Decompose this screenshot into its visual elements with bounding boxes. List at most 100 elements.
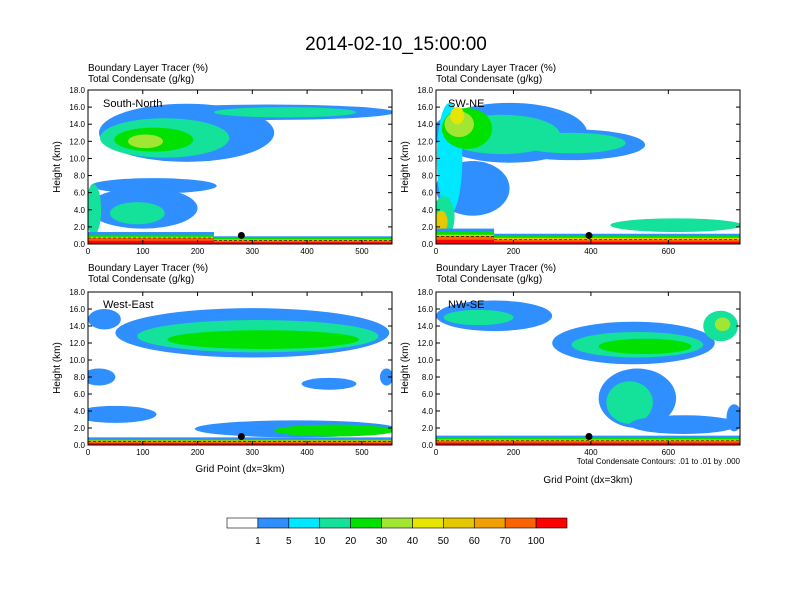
y-tick-label: 10.0 — [69, 356, 85, 365]
panel-header-condensate: Total Condensate (g/kg) — [88, 274, 194, 285]
tracer-region — [606, 381, 653, 424]
y-tick-label: 16.0 — [417, 103, 433, 112]
y-axis-label: Height (km) — [400, 141, 411, 193]
y-tick-label: 2.0 — [422, 223, 434, 232]
colorbar-label: 10 — [314, 536, 326, 547]
y-tick-label: 18.0 — [69, 86, 85, 95]
x-tick-label: 200 — [191, 247, 205, 256]
x-tick-label: 400 — [584, 448, 598, 457]
colorbar: 1 5 10 20 30 40 50 60 70 100 — [226, 517, 568, 547]
x-tick-label: 200 — [191, 448, 205, 457]
x-tick-label: 100 — [136, 448, 150, 457]
y-tick-label: 16.0 — [69, 103, 85, 112]
colorbar-label: 20 — [345, 536, 357, 547]
colorbar-swatch — [257, 517, 290, 529]
x-tick-label: 400 — [300, 448, 314, 457]
y-tick-label: 14.0 — [417, 322, 433, 331]
x-tick-label: 300 — [246, 448, 260, 457]
panel-sw-ne: Boundary Layer Tracer (%) Total Condensa… — [400, 63, 741, 256]
tracer-region — [598, 338, 692, 355]
x-tick-label: 200 — [507, 448, 521, 457]
y-tick-label: 18.0 — [417, 86, 433, 95]
colorbar-label: 30 — [376, 536, 388, 547]
colorbar-label: 100 — [528, 536, 545, 547]
plot-frame — [435, 89, 741, 245]
panel-header-tracer: Boundary Layer Tracer (%) — [436, 63, 556, 74]
figure-title: 2014-02-10_15:00:00 — [305, 34, 487, 55]
colorbar-label: 60 — [469, 536, 481, 547]
panel-header-tracer: Boundary Layer Tracer (%) — [436, 263, 556, 274]
y-tick-label: 2.0 — [422, 424, 434, 433]
x-tick-label: 400 — [300, 247, 314, 256]
y-tick-label: 12.0 — [69, 137, 85, 146]
x-axis-label: Grid Point (dx=3km) — [195, 464, 284, 475]
x-tick-label: 500 — [355, 448, 369, 457]
tracer-region — [443, 309, 514, 326]
colorbar-swatch — [412, 517, 444, 529]
y-tick-label: 12.0 — [417, 339, 433, 348]
y-tick-label: 0.0 — [422, 441, 434, 450]
plot-south-north: 0 100 200 300 400 500 0.0 2.0 4.0 6.0 8.0 10.0 12.0 1… — [69, 86, 393, 256]
y-tick-label: 10.0 — [417, 154, 433, 163]
location-marker — [585, 231, 593, 239]
panel-header-condensate: Total Condensate (g/kg) — [88, 74, 194, 85]
y-tick-label: 10.0 — [417, 356, 433, 365]
tracer-region — [88, 368, 116, 386]
y-tick-label: 4.0 — [422, 407, 434, 416]
colorbar-swatch — [473, 517, 506, 529]
x-tick-label: 0 — [86, 448, 91, 457]
panel-header-tracer: Boundary Layer Tracer (%) — [88, 263, 208, 274]
tracer-region — [109, 202, 165, 225]
colorbar-swatch — [319, 517, 351, 529]
y-axis-label: Height (km) — [52, 342, 63, 394]
colorbar-swatch — [535, 517, 568, 529]
plot-frame — [87, 291, 393, 446]
tracer-region — [167, 330, 360, 349]
panel-header-condensate: Total Condensate (g/kg) — [436, 274, 542, 285]
field-layer — [88, 103, 392, 244]
x-tick-label: 300 — [246, 247, 260, 256]
y-tick-label: 4.0 — [74, 206, 86, 215]
y-tick-label: 0.0 — [74, 240, 86, 249]
y-axis-label: Height (km) — [52, 141, 63, 193]
y-tick-label: 10.0 — [69, 154, 85, 163]
x-tick-label: 0 — [434, 247, 439, 256]
tracer-region — [629, 415, 739, 434]
boundary-layer-band — [436, 239, 495, 244]
boundary-layer-band — [88, 240, 214, 244]
x-tick-label: 0 — [434, 448, 439, 457]
y-tick-label: 12.0 — [417, 137, 433, 146]
plot-nw-se: 0 200 400 600 0.0 2.0 4.0 6.0 8.0 10.0 12.0 14.0 16.… — [417, 288, 741, 457]
y-tick-label: 8.0 — [74, 172, 86, 181]
colorbar-swatch — [504, 517, 537, 529]
y-tick-label: 0.0 — [422, 240, 434, 249]
y-tick-label: 2.0 — [74, 424, 86, 433]
tracer-region — [714, 317, 731, 332]
panel-south-north: Boundary Layer Tracer (%) Total Condensa… — [52, 63, 393, 256]
cross-section-label: NW-SE — [448, 299, 484, 311]
y-tick-label: 18.0 — [417, 288, 433, 297]
x-tick-label: 400 — [584, 247, 598, 256]
y-axis-label: Height (km) — [400, 342, 411, 394]
tracer-region — [213, 107, 357, 118]
y-tick-label: 6.0 — [422, 189, 434, 198]
location-marker — [585, 433, 593, 440]
colorbar-swatch — [288, 517, 321, 529]
tracer-region — [610, 218, 740, 233]
panel-west-east: Boundary Layer Tracer (%) Total Condensa… — [52, 263, 393, 475]
y-tick-label: 8.0 — [422, 172, 434, 181]
colorbar-label: 5 — [286, 536, 292, 547]
tracer-region — [450, 107, 465, 125]
y-tick-label: 14.0 — [417, 120, 433, 129]
colorbar-swatch — [381, 517, 413, 529]
y-tick-label: 6.0 — [74, 189, 86, 198]
colorbar-label: 40 — [407, 536, 419, 547]
colorbar-swatch — [350, 517, 382, 529]
y-tick-label: 4.0 — [74, 407, 86, 416]
cross-section-label: SW-NE — [448, 98, 484, 110]
boundary-layer-band — [494, 241, 740, 244]
y-tick-label: 18.0 — [69, 288, 85, 297]
contour-note: Total Condensate Contours: .01 to .01 by… — [577, 457, 741, 466]
x-tick-label: 500 — [355, 247, 369, 256]
tracer-region — [88, 184, 102, 236]
